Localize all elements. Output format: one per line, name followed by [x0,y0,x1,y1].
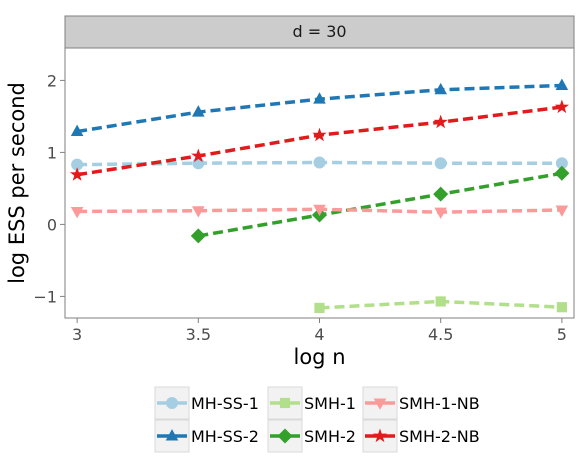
data-point-smh-2 [190,228,206,244]
series-mh-ss-2 [70,78,569,137]
data-point-smh-1 [314,302,325,314]
series-smh-1 [314,296,567,314]
legend-key-marker [277,428,293,444]
legend-item-mh-ss-1: MH-SS-1 [154,386,259,420]
x-axis-title: log n [294,345,346,369]
data-point-smh-2 [554,165,570,181]
legend: MH-SS-1 MH-SS-2 SMH-1 SMH-2 SMH-1-NB SMH-2-NB [154,386,480,453]
data-point-smh-1-nb [434,207,447,220]
legend-key-marker [165,429,179,441]
data-point-mh-ss-1 [434,157,447,170]
legend-item-mh-ss-2: MH-SS-2 [154,419,259,453]
data-point-mh-ss-1 [555,157,568,170]
data-point-mh-ss-1 [71,158,84,171]
data-point-smh-2-nb [554,99,570,114]
legend-key-marker [279,397,291,409]
x-tick-label: 4.5 [428,325,453,344]
data-point-mh-ss-2 [555,78,569,90]
y-tick-label: 1 [47,143,57,162]
data-point-smh-1 [435,296,446,307]
legend-item-smh-1-nb: SMH-1-NB [362,386,480,420]
y-tick-label: 2 [47,71,57,90]
data-point-mh-ss-2 [192,105,205,117]
data-point-smh-1-nb [192,206,205,218]
data-point-smh-2-nb [191,148,206,163]
legend-label: SMH-2-NB [399,427,480,446]
facet-strip-label: d = 30 [292,22,346,41]
y-tick-label: 0 [47,215,57,234]
legend-label: SMH-1 [304,394,356,413]
data-point-smh-2 [433,186,449,202]
data-point-mh-ss-2 [70,124,84,137]
data-point-mh-ss-2 [313,92,326,104]
x-axis: 3 3.5 4 4.5 5 [72,318,567,344]
data-point-smh-1-nb [313,204,326,217]
facet-strip [64,15,575,49]
y-axis-title: log ESS per second [5,82,29,284]
legend-label: MH-SS-1 [191,394,259,413]
x-tick-label: 4 [314,325,324,344]
data-point-smh-2-nb [69,167,85,181]
series-line-smh-2 [198,171,563,238]
legend-label: SMH-1-NB [399,394,480,413]
data-point-smh-2-nb [312,127,327,142]
data-point-smh-1-nb [70,206,84,219]
legend-label: MH-SS-2 [191,427,259,446]
legend-key-marker [373,398,387,410]
legend-label: SMH-2 [304,427,356,446]
y-tick-label: −1 [33,287,57,306]
data-point-smh-2-nb [433,114,448,129]
series-layer [69,78,570,314]
legend-item-smh-1: SMH-1 [267,386,356,420]
data-point-mh-ss-2 [434,82,447,95]
series-smh-1-nb [70,204,569,220]
legend-item-smh-2-nb: SMH-2-NB [362,419,480,453]
legend-key-marker [372,428,388,443]
data-point-mh-ss-1 [313,156,326,169]
x-tick-label: 5 [557,325,567,344]
data-point-smh-1 [556,302,567,313]
legend-item-smh-2: SMH-2 [267,419,356,453]
data-point-smh-1-nb [555,205,569,217]
series-smh-2-nb [69,99,570,181]
x-tick-label: 3 [72,325,82,344]
x-tick-label: 3.5 [186,325,211,344]
legend-key-marker [166,397,178,409]
y-axis: −1 0 1 2 [33,71,65,306]
